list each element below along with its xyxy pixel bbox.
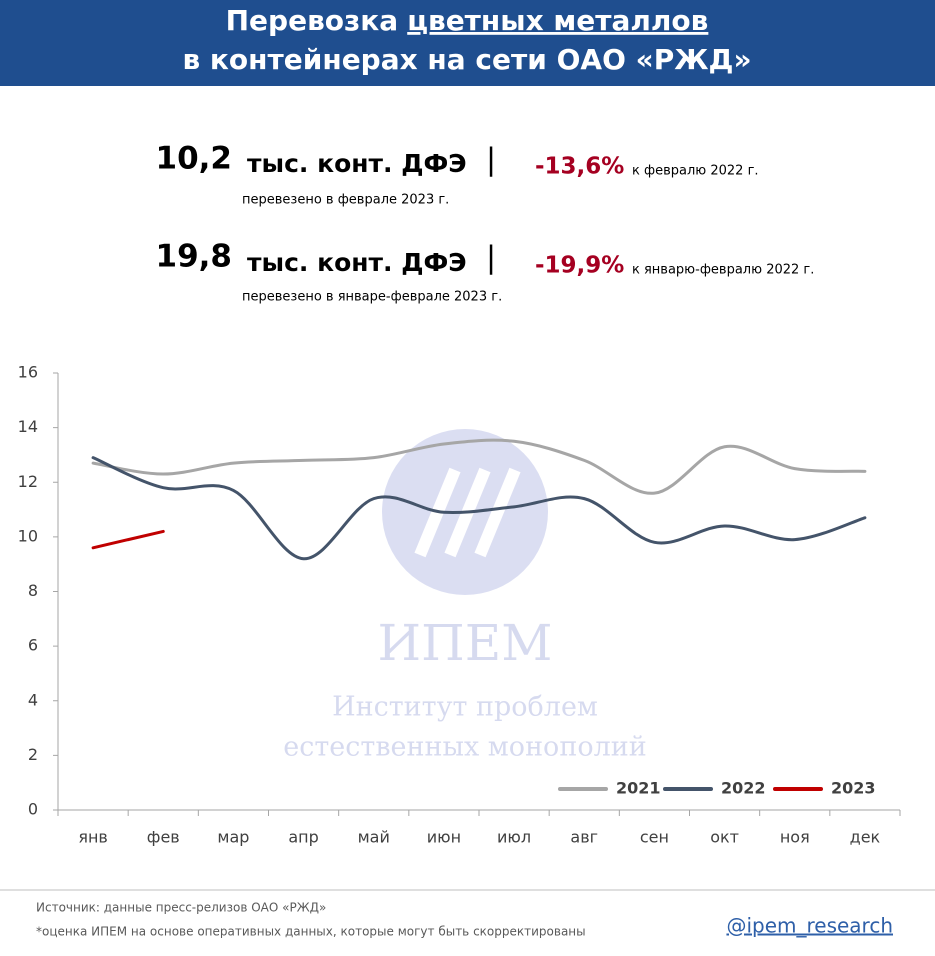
watermark-text: Институт проблем [332,692,598,723]
legend-label: 2021 [616,779,661,798]
stat-value: 10,2 [156,141,233,177]
stat-change: -19,9% [535,253,624,279]
x-tick-label: май [358,828,390,847]
x-tick-label: сен [640,828,669,847]
series-line [91,456,867,561]
y-tick-label: 16 [18,363,38,382]
x-tick-label: июн [427,828,461,847]
title-line-1: Перевозка цветных металлов [226,4,709,37]
x-tick-label: мар [217,828,249,847]
x-tick-label: дек [850,828,881,847]
y-tick-label: 14 [18,417,38,436]
stat-comparison: к январю-февралю 2022 г. [632,263,814,278]
y-tick-label: 0 [28,800,38,819]
x-tick-label: окт [710,828,739,847]
series-line [91,529,165,550]
header-band [0,0,935,86]
stat-value: 19,8 [156,239,233,275]
footer-note: *оценка ИПЕМ на основе оперативных данны… [36,925,586,939]
stat-separator: | [486,241,496,276]
y-tick-label: 10 [18,526,38,545]
x-tick-label: авг [570,828,598,847]
stat-unit: тыс. конт. ДФЭ [247,248,467,277]
title-part: Перевозка [226,4,399,37]
x-tick-label: фев [147,828,180,847]
stat-1: 10,2 тыс. конт. ДФЭ | -13,6% к февралю 2… [156,141,759,208]
stat-change: -13,6% [535,154,624,180]
y-tick-label: 8 [28,581,38,600]
stat-comparison: к февралю 2022 г. [632,164,759,179]
y-tick-label: 12 [18,472,38,491]
stat-separator: | [486,143,496,178]
watermark-name: ИПЕМ [378,614,553,672]
x-tick-label: июл [497,828,531,847]
watermark: ИПЕМ Институт проблем естественных моноп… [283,429,647,763]
legend-label: 2023 [831,779,876,798]
footer-handle[interactable]: @ipem_research [726,914,893,938]
series-line [91,438,867,495]
title-line-2: в контейнерах на сети ОАО «РЖД» [182,43,751,76]
x-tick-label: ноя [780,828,810,847]
footer-source: Источник: данные пресс-релизов ОАО «РЖД» [36,901,326,915]
y-tick-label: 4 [28,690,38,709]
x-tick-label: апр [288,828,318,847]
legend-label: 2022 [721,779,766,798]
watermark-text: естественных монополий [283,732,646,763]
y-tick-label: 2 [28,745,38,764]
x-tick-label: янв [78,828,108,847]
stat-unit: тыс. конт. ДФЭ [247,149,467,178]
stat-2: 19,8 тыс. конт. ДФЭ | -19,9% к январю-фе… [156,239,815,305]
y-tick-label: 6 [28,636,38,655]
stat-note: перевезено в январе-феврале 2023 г. [242,290,502,305]
stat-note: перевезено в феврале 2023 г. [242,193,449,208]
title-part: цветных металлов [407,4,708,37]
